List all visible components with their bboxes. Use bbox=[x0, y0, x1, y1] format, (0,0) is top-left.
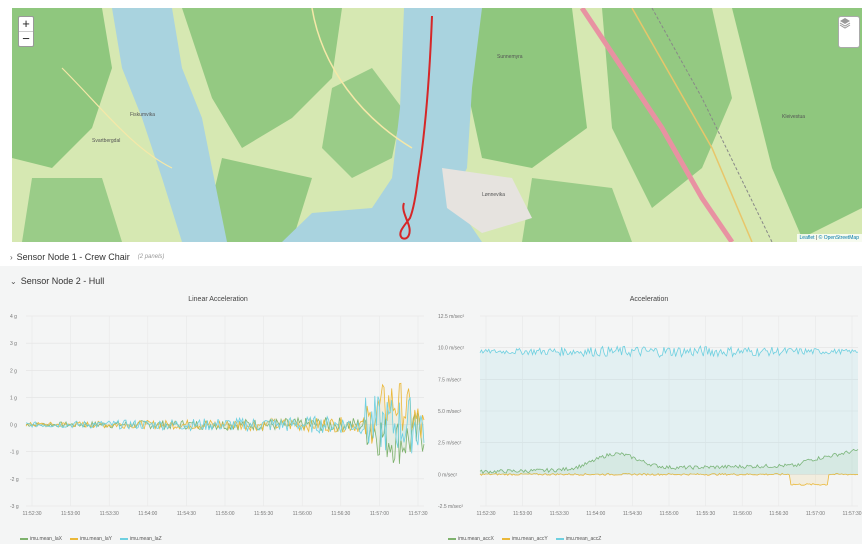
x-tick-label: 11:54:30 bbox=[623, 511, 642, 517]
map-attribution: Leaflet | © OpenStreetMap bbox=[796, 234, 862, 242]
x-tick-label: 11:53:30 bbox=[100, 511, 119, 517]
x-tick-label: 11:53:00 bbox=[513, 511, 532, 517]
place-label: Sunnemyra bbox=[497, 54, 523, 60]
row-header-node1[interactable]: › Sensor Node 1 - Crew Chair (2 panels) bbox=[10, 252, 164, 262]
y-tick-label: 4 g bbox=[10, 314, 17, 320]
y-tick-label: 1 g bbox=[10, 395, 17, 401]
place-label: Kleivestua bbox=[782, 114, 805, 120]
series-area bbox=[480, 449, 858, 475]
x-tick-label: 11:53:30 bbox=[550, 511, 569, 517]
layers-button[interactable] bbox=[838, 16, 860, 48]
x-tick-label: 11:57:30 bbox=[842, 511, 861, 517]
layers-icon bbox=[839, 18, 851, 29]
y-tick-label: 0 g bbox=[10, 423, 17, 429]
series-line[interactable] bbox=[25, 395, 425, 454]
series-area bbox=[480, 473, 858, 486]
chevron-right-icon: › bbox=[10, 252, 13, 262]
chevron-down-icon: ⌄ bbox=[10, 276, 17, 286]
leaflet-link[interactable]: Leaflet bbox=[799, 235, 815, 241]
x-tick-label: 11:56:30 bbox=[769, 511, 788, 517]
row-header-node2[interactable]: ⌄ Sensor Node 2 - Hull bbox=[10, 276, 104, 286]
series-area bbox=[480, 346, 858, 475]
map-panel[interactable]: Fiskumvika Svartbergdal Lønnevika Kleive… bbox=[12, 8, 862, 242]
x-tick-label: 11:54:30 bbox=[177, 511, 196, 517]
x-tick-label: 11:56:00 bbox=[293, 511, 312, 517]
panel-title: Linear Acceleration bbox=[188, 296, 248, 303]
y-tick-label: 0 m/sec² bbox=[438, 472, 458, 478]
chart-linear-acceleration[interactable]: 4 g 3 g 2 g 1 g 0 g -1 g -2 g -3 g11:52:30 11:53… bbox=[8, 306, 428, 542]
y-tick-label: -2 g bbox=[10, 477, 19, 483]
x-tick-label: 11:53:00 bbox=[61, 511, 80, 517]
legend-item[interactable]: imu.mean_laX bbox=[20, 536, 62, 542]
place-label: Svartbergdal bbox=[92, 138, 120, 144]
x-tick-label: 11:55:00 bbox=[659, 511, 678, 517]
legend-item[interactable]: imu.mean_laY bbox=[69, 536, 112, 542]
row-title: Sensor Node 1 - Crew Chair bbox=[16, 252, 130, 262]
x-tick-label: 11:54:00 bbox=[586, 511, 605, 517]
row-title: Sensor Node 2 - Hull bbox=[20, 276, 105, 286]
series-line[interactable] bbox=[479, 345, 859, 358]
x-tick-label: 11:55:00 bbox=[215, 511, 234, 517]
place-label: Lønnevika bbox=[482, 192, 505, 198]
x-tick-label: 11:56:30 bbox=[331, 511, 350, 517]
panel-acceleration: Acceleration 12.5 m/sec² 10.0 m/sec² 7.5 m… bbox=[436, 296, 862, 544]
y-tick-label: 10.0 m/sec² bbox=[438, 346, 464, 352]
y-tick-label: -2.5 m/sec² bbox=[438, 504, 463, 510]
legend-item[interactable]: imu.mean_accZ bbox=[555, 536, 601, 542]
chart-legend: imu.mean_accX imu.mean_accY imu.mean_acc… bbox=[448, 536, 601, 542]
legend-item[interactable]: imu.mean_laZ bbox=[119, 536, 162, 542]
map-canvas[interactable]: Fiskumvika Svartbergdal Lønnevika Kleive… bbox=[12, 8, 862, 242]
y-tick-label: 5.0 m/sec² bbox=[438, 409, 462, 415]
series-line[interactable] bbox=[25, 412, 425, 464]
chart-legend: imu.mean_laX imu.mean_laY imu.mean_laZ bbox=[20, 536, 162, 542]
x-tick-label: 11:56:00 bbox=[733, 511, 752, 517]
x-tick-label: 11:57:30 bbox=[408, 511, 427, 517]
series-line[interactable] bbox=[479, 472, 859, 486]
y-tick-label: 7.5 m/sec² bbox=[438, 377, 462, 383]
panel-title: Acceleration bbox=[629, 296, 669, 303]
panel-linear-acceleration: Linear Acceleration 4 g 3 g 2 g 1 g 0 g -1 g -… bbox=[8, 296, 428, 544]
x-tick-label: 11:54:00 bbox=[138, 511, 157, 517]
y-tick-label: -1 g bbox=[10, 450, 19, 456]
x-tick-label: 11:52:30 bbox=[22, 511, 41, 517]
y-tick-label: 2 g bbox=[10, 368, 17, 374]
zoom-in-button[interactable]: + bbox=[19, 17, 33, 32]
y-tick-label: -3 g bbox=[10, 504, 19, 510]
x-tick-label: 11:57:00 bbox=[806, 511, 825, 517]
series-line[interactable] bbox=[479, 448, 859, 475]
x-tick-label: 11:52:30 bbox=[476, 511, 495, 517]
zoom-out-button[interactable]: − bbox=[22, 31, 30, 46]
legend-item[interactable]: imu.mean_accX bbox=[448, 536, 494, 542]
row-subtitle: (2 panels) bbox=[137, 254, 165, 260]
x-tick-label: 11:57:00 bbox=[370, 511, 389, 517]
y-tick-label: 2.5 m/sec² bbox=[438, 441, 462, 447]
chart-acceleration[interactable]: 12.5 m/sec² 10.0 m/sec² 7.5 m/sec² 5.0 m/se… bbox=[436, 306, 862, 542]
y-tick-label: 12.5 m/sec² bbox=[438, 314, 464, 320]
legend-item[interactable]: imu.mean_accY bbox=[501, 536, 548, 542]
x-tick-label: 11:55:30 bbox=[254, 511, 273, 517]
x-tick-label: 11:55:30 bbox=[696, 511, 715, 517]
place-label: Fiskumvika bbox=[130, 112, 155, 118]
osm-link[interactable]: © OpenStreetMap bbox=[818, 235, 859, 241]
zoom-control: + − bbox=[18, 16, 34, 47]
y-tick-label: 3 g bbox=[10, 341, 17, 347]
